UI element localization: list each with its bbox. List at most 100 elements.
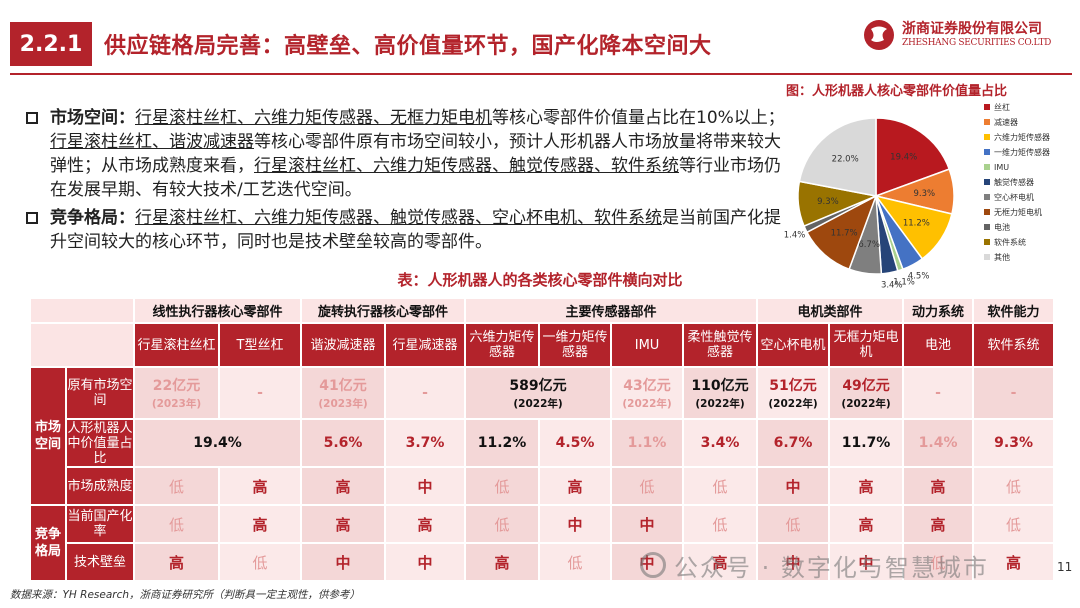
component-header: 无框力矩电机	[828, 322, 905, 368]
legend-swatch	[984, 209, 990, 215]
legend-label: 其他	[994, 252, 1010, 262]
localization-cell: 高	[300, 504, 387, 544]
barrier-cell: 中	[384, 542, 467, 582]
pie-data-label: 1.4%	[784, 230, 806, 240]
pie-data-label: 9.3%	[817, 197, 839, 207]
component-header: 电池	[902, 322, 975, 368]
value-share-cell: 3.4%	[682, 418, 759, 468]
value: -	[422, 385, 428, 401]
localization-row: 竞争格局 当前国产化率 低高高高低中中低低高高低	[29, 504, 1056, 582]
data-source-note: 数据来源：YH Research，浙商证券研究所（判断具一定主观性，供参考）	[10, 589, 361, 601]
company-name-en: ZHESHANG SECURITIES CO.LTD	[902, 38, 1052, 48]
row-label: 原有市场空间	[65, 366, 135, 420]
value-share-cell: 5.6%	[300, 418, 387, 468]
company-name-cn: 浙商证券股份有限公司	[902, 21, 1042, 37]
level-value: 中	[567, 515, 583, 534]
value: 22亿元	[152, 378, 201, 394]
legend-swatch	[984, 149, 990, 155]
barrier-cell: 高	[133, 542, 220, 582]
component-header-row: 行星滚柱丝杠 T型丝杠 谐波减速器 行星减速器 六维力矩传感器 一维力矩传感器 …	[29, 322, 1056, 368]
legend-swatch	[984, 119, 990, 125]
level-value: 中	[639, 515, 655, 534]
barrier-cell: 高	[972, 542, 1056, 582]
level-value: 高	[168, 553, 184, 572]
localization-cell: 中	[610, 504, 685, 544]
group-header: 主要传感器部件	[464, 297, 759, 324]
level-value: 低	[930, 553, 946, 572]
localization-cell: 高	[828, 504, 905, 544]
year: (2022年)	[513, 398, 563, 410]
level-value: 低	[1006, 477, 1022, 496]
component-header: 行星减速器	[384, 322, 467, 368]
level-value: 低	[168, 515, 184, 534]
maturity-cell: 低	[133, 466, 220, 506]
maturity-cell: 高	[902, 466, 975, 506]
legend-swatch	[984, 224, 990, 230]
maturity-cell: 低	[972, 466, 1056, 506]
level-value: 低	[567, 553, 583, 572]
year: (2022年)	[622, 398, 672, 410]
level-value: 低	[494, 477, 510, 496]
row-label: 人形机器人中价值量占比	[65, 418, 135, 468]
market-size-cell: 22亿元 (2023年)	[133, 366, 220, 420]
barrier-row: 技术壁垒 高低中中高低中高中中低高	[30, 542, 1056, 582]
level-value: 高	[567, 477, 583, 496]
value-share-cell: 19.4%	[132, 418, 303, 468]
value: 1.1%	[627, 435, 667, 451]
underlined-text: 行星滚柱丝杠、六维力矩传感器、无框力矩电机	[135, 108, 492, 128]
bullet-competition: 竞争格局：行星滚柱丝杠、六维力矩传感器、触觉传感器、空心杯电机、软件系统是当前国…	[26, 206, 786, 254]
pie-data-label: 4.5%	[908, 271, 930, 281]
level-value: 高	[930, 515, 946, 534]
level-value: 低	[1006, 515, 1022, 534]
corner-cell	[29, 322, 135, 368]
maturity-cell: 高	[538, 466, 613, 506]
maturity-cell: 高	[828, 466, 905, 506]
maturity-cell: 低	[464, 466, 541, 506]
level-value: 高	[930, 477, 946, 496]
header-divider	[10, 73, 1072, 75]
value-share-pie-chart: 19.4% 9.3% 11.2% 4.5%1.1%3.4% 6.7%11.7% 1.4% 9…	[784, 102, 1050, 291]
level-value: 高	[1006, 553, 1022, 572]
group-header: 线性执行器核心零部件	[132, 297, 303, 324]
localization-cell: 低	[133, 504, 220, 544]
row-label: 当前国产化率	[65, 504, 135, 544]
square-bullet-icon	[26, 212, 38, 224]
value-share-cell: 11.2%	[464, 418, 541, 468]
legend-label: 一维力矩传感器	[994, 147, 1050, 157]
value: -	[257, 385, 263, 401]
market-size-cell: -	[217, 366, 303, 420]
legend-label: 触觉传感器	[994, 177, 1034, 187]
legend-swatch	[984, 104, 990, 110]
market-size-cell: 51亿元 (2022年)	[756, 366, 831, 420]
group-header: 旋转执行器核心零部件	[300, 297, 467, 324]
component-header: 软件系统	[972, 322, 1056, 368]
value: 6.7%	[773, 435, 813, 451]
level-value: 高	[335, 477, 351, 496]
value: 3.4%	[700, 435, 740, 451]
zheshang-logo-icon	[864, 20, 894, 50]
barrier-cell: 中	[300, 542, 387, 582]
market-size-cell: 49亿元 (2022年)	[828, 366, 905, 420]
value: -	[935, 385, 941, 401]
group-header-row: 线性执行器核心零部件 旋转执行器核心零部件 主要传感器部件 电机类部件 动力系统…	[29, 297, 1056, 324]
chart-title: 图：人形机器人核心零部件价值量占比	[786, 84, 1008, 99]
underlined-text: 行星滚柱丝杠、六维力矩传感器、触觉传感器、空心杯电机、软件系统	[135, 208, 662, 228]
barrier-cell: 中	[756, 542, 831, 582]
legend-label: 减速器	[994, 117, 1018, 127]
value-share-cell: 3.7%	[384, 418, 467, 468]
level-value: 中	[858, 553, 874, 572]
value: 5.6%	[323, 435, 363, 451]
barrier-cell: 中	[828, 542, 905, 582]
localization-cell: 低	[682, 504, 759, 544]
level-value: 高	[858, 477, 874, 496]
row-label: 市场成熟度	[65, 466, 135, 506]
component-header: 空心杯电机	[756, 322, 831, 368]
market-size-cell: 110亿元 (2022年)	[682, 366, 759, 420]
level-value: 高	[252, 515, 268, 534]
pie-data-label: 19.4%	[890, 152, 917, 162]
value: 51亿元	[769, 378, 817, 394]
market-size-cell: -	[972, 366, 1056, 420]
pie-data-label: 11.7%	[831, 228, 858, 238]
value-share-cell: 9.3%	[972, 418, 1056, 468]
pie-data-label: 6.7%	[858, 240, 880, 250]
